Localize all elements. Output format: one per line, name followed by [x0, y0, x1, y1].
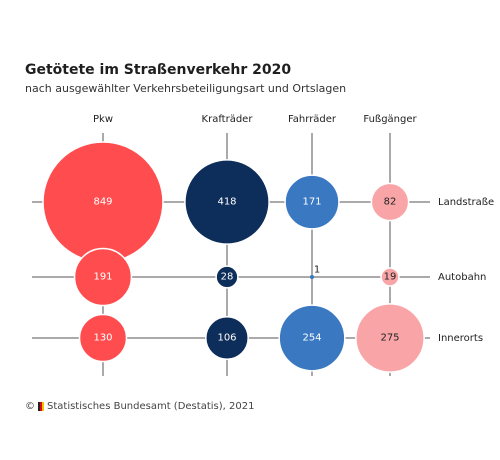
row-label-innerorts: Innerorts	[438, 333, 483, 344]
column-label-kraftraeder: Krafträder	[202, 114, 254, 125]
value-label-pkw-innerorts: 130	[93, 333, 112, 344]
bubble-fussgaenger-landstrasse	[370, 182, 410, 222]
bubble-kraftraeder-autobahn	[215, 265, 239, 289]
value-label-fussgaenger-innerorts: 275	[380, 333, 399, 344]
bubble-pkw-innerorts	[78, 313, 128, 363]
bubble-fahrraeder-landstrasse	[284, 174, 340, 230]
source-text: Statistisches Bundesamt (Destatis), 2021	[47, 401, 255, 412]
bubble-kraftraeder-innerorts	[205, 316, 249, 360]
value-label-kraftraeder-landstrasse: 418	[217, 197, 236, 208]
bubble-pkw-autobahn	[73, 247, 133, 307]
value-label-kraftraeder-innerorts: 106	[217, 333, 236, 344]
value-label-kraftraeder-autobahn: 28	[221, 272, 234, 283]
bubble-fussgaenger-innerorts	[355, 303, 425, 373]
destatis-logo-icon	[38, 402, 44, 411]
copyright-symbol: ©	[25, 401, 35, 412]
value-label-pkw-autobahn: 191	[93, 272, 112, 283]
column-label-fussgaenger: Fußgänger	[363, 114, 417, 125]
bubble-fussgaenger-autobahn	[380, 267, 400, 287]
chart-subtitle: nach ausgewählter Verkehrsbeteiligungsar…	[25, 82, 347, 95]
bubble-fahrraeder-autobahn	[309, 274, 315, 280]
value-label-pkw-landstrasse: 849	[93, 197, 112, 208]
value-label-fussgaenger-autobahn: 19	[384, 272, 397, 283]
chart-title: Getötete im Straßenverkehr 2020	[25, 62, 292, 78]
row-label-autobahn: Autobahn	[438, 272, 486, 283]
value-label-fahrraeder-innerorts: 254	[302, 333, 321, 344]
bubble-kraftraeder-landstrasse	[184, 159, 270, 245]
column-label-fahrraeder: Fahrräder	[288, 114, 337, 125]
row-label-landstrasse: Landstraße	[438, 197, 494, 208]
column-label-pkw: Pkw	[93, 114, 113, 125]
value-label-fussgaenger-landstrasse: 82	[384, 197, 397, 208]
bubble-fahrraeder-innerorts	[278, 304, 346, 372]
source-footer: © Statistisches Bundesamt (Destatis), 20…	[25, 401, 254, 412]
value-label-fahrraeder-autobahn: 1	[314, 265, 320, 276]
value-label-fahrraeder-landstrasse: 171	[302, 197, 321, 208]
